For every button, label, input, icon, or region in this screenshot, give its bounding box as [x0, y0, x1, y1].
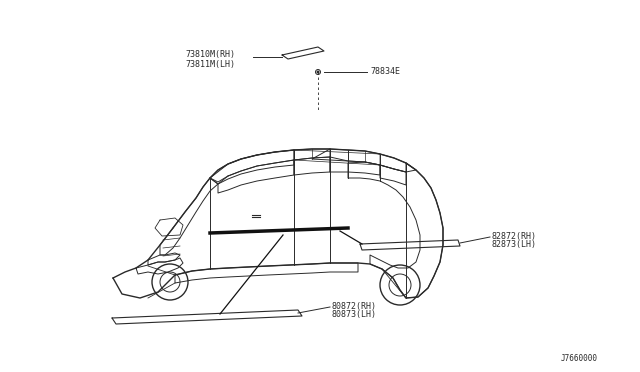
Text: 73811M(LH): 73811M(LH)	[185, 60, 235, 68]
Circle shape	[317, 71, 319, 73]
Text: 80872(RH): 80872(RH)	[332, 301, 377, 311]
Text: 80873(LH): 80873(LH)	[332, 310, 377, 318]
Text: 82872(RH): 82872(RH)	[492, 231, 537, 241]
Text: 73810M(RH): 73810M(RH)	[185, 51, 235, 60]
Text: 82873(LH): 82873(LH)	[492, 240, 537, 248]
Text: 78834E: 78834E	[370, 67, 400, 77]
Text: J7660000: J7660000	[561, 354, 598, 363]
